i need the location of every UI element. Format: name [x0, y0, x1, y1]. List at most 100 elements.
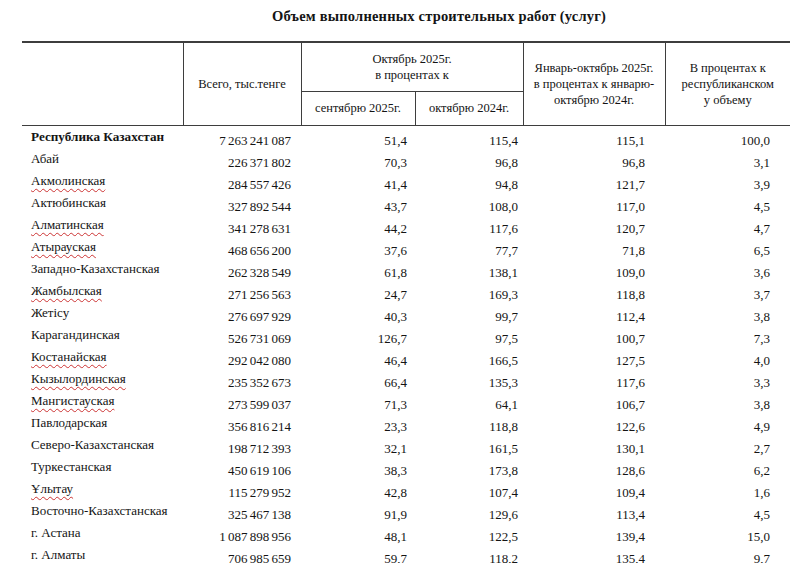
pct-jan-oct-cell: 120,7: [523, 214, 665, 236]
region-label: Кызылординская: [31, 371, 126, 386]
table-row: Жамбылская271 256 56324,7169,3118,83,7: [22, 280, 790, 302]
share-cell: 4,9: [665, 412, 790, 434]
pct-september-cell: 37,6: [301, 236, 415, 258]
pct-september-cell: 59,7: [301, 544, 415, 563]
construction-works-table: Всего, тыс.тенге Октябрь 2025г. в процен…: [22, 41, 790, 563]
total-cell: 276 697 929: [183, 302, 301, 324]
total-cell: 356 816 214: [183, 412, 301, 434]
table-row: Западно-Казахстанская262 328 54961,8138,…: [22, 258, 790, 280]
share-cell: 4,5: [665, 500, 790, 522]
region-cell: Жетісу: [22, 302, 183, 324]
share-cell: 3,3: [665, 368, 790, 390]
pct-october-cell: 77,7: [415, 236, 523, 258]
pct-september-cell: 48,1: [301, 522, 415, 544]
pct-october-cell: 166,5: [415, 346, 523, 368]
share-cell: 4,7: [665, 214, 790, 236]
share-cell: 3,9: [665, 170, 790, 192]
region-label: Западно-Казахстанская: [31, 261, 160, 276]
pct-jan-oct-cell: 115,1: [523, 125, 665, 148]
pct-jan-oct-cell: 130,1: [523, 434, 665, 456]
pct-october-cell: 107,4: [415, 478, 523, 500]
share-cell: 3,8: [665, 390, 790, 412]
pct-jan-oct-cell: 106,7: [523, 390, 665, 412]
pct-october-cell: 64,1: [415, 390, 523, 412]
table-row: Акмолинская284 557 42641,494,8121,73,9: [22, 170, 790, 192]
table-header: Всего, тыс.тенге Октябрь 2025г. в процен…: [22, 42, 790, 125]
pct-jan-oct-cell: 122,6: [523, 412, 665, 434]
pct-jan-oct-cell: 109,0: [523, 258, 665, 280]
total-cell: 1 087 898 956: [183, 522, 301, 544]
region-cell: Ұлытау: [22, 478, 183, 500]
pct-october-cell: 122,5: [415, 522, 523, 544]
share-cell: 3,6: [665, 258, 790, 280]
header-october-group: Октябрь 2025г. в процентах к: [301, 42, 523, 91]
region-label: Республика Казахстан: [31, 129, 164, 144]
pct-jan-oct-cell: 127,5: [523, 346, 665, 368]
pct-jan-oct-cell: 128,6: [523, 456, 665, 478]
region-label: Актюбинская: [31, 195, 106, 210]
region-label: Жетісу: [31, 305, 69, 320]
share-cell: 9,7: [665, 544, 790, 563]
pct-jan-oct-cell: 112,4: [523, 302, 665, 324]
header-jan-oct: Январь-октябрь 2025г. в процентах к янва…: [523, 42, 665, 125]
region-label: Ұлытау: [31, 481, 73, 496]
header-row-top: Всего, тыс.тенге Октябрь 2025г. в процен…: [22, 42, 790, 91]
table-row: Республика Казахстан7 263 241 08751,4115…: [22, 125, 790, 148]
share-cell: 100,0: [665, 125, 790, 148]
region-label: Акмолинская: [31, 173, 105, 188]
share-cell: 4,5: [665, 192, 790, 214]
total-cell: 7 263 241 087: [183, 125, 301, 148]
region-cell: Северо-Казахстанская: [22, 434, 183, 456]
header-share: В процентах к республиканском у объему: [665, 42, 790, 125]
pct-september-cell: 41,4: [301, 170, 415, 192]
total-cell: 284 557 426: [183, 170, 301, 192]
pct-october-cell: 129,6: [415, 500, 523, 522]
region-cell: Павлодарская: [22, 412, 183, 434]
pct-jan-oct-cell: 139,4: [523, 522, 665, 544]
region-cell: Атырауская: [22, 236, 183, 258]
region-label: Павлодарская: [31, 415, 107, 430]
share-cell: 1,6: [665, 478, 790, 500]
pct-october-cell: 138,1: [415, 258, 523, 280]
total-cell: 226 371 802: [183, 148, 301, 170]
pct-september-cell: 24,7: [301, 280, 415, 302]
header-total: Всего, тыс.тенге: [183, 42, 301, 125]
pct-september-cell: 43,7: [301, 192, 415, 214]
total-cell: 271 256 563: [183, 280, 301, 302]
region-cell: Восточно-Казахстанская: [22, 500, 183, 522]
region-cell: Карагандинская: [22, 324, 183, 346]
region-label: Туркестанская: [31, 459, 111, 474]
table-body: Республика Казахстан7 263 241 08751,4115…: [22, 125, 790, 563]
total-cell: 273 599 037: [183, 390, 301, 412]
total-cell: 262 328 549: [183, 258, 301, 280]
pct-september-cell: 23,3: [301, 412, 415, 434]
pct-october-cell: 99,7: [415, 302, 523, 324]
total-cell: 450 619 106: [183, 456, 301, 478]
region-label: Северо-Казахстанская: [31, 437, 154, 452]
pct-september-cell: 42,8: [301, 478, 415, 500]
pct-september-cell: 70,3: [301, 148, 415, 170]
region-cell: Туркестанская: [22, 456, 183, 478]
pct-september-cell: 66,4: [301, 368, 415, 390]
pct-jan-oct-cell: 113,4: [523, 500, 665, 522]
table-row: Восточно-Казахстанская325 467 13891,9129…: [22, 500, 790, 522]
share-cell: 15,0: [665, 522, 790, 544]
region-cell: Жамбылская: [22, 280, 183, 302]
region-cell: Мангистауская: [22, 390, 183, 412]
region-label: Карагандинская: [31, 327, 120, 342]
region-cell: Западно-Казахстанская: [22, 258, 183, 280]
pct-october-cell: 97,5: [415, 324, 523, 346]
pct-september-cell: 44,2: [301, 214, 415, 236]
table-row: Костанайская292 042 08046,4166,5127,54,0: [22, 346, 790, 368]
total-cell: 292 042 080: [183, 346, 301, 368]
total-cell: 235 352 673: [183, 368, 301, 390]
pct-jan-oct-cell: 96,8: [523, 148, 665, 170]
region-cell: Кызылординская: [22, 368, 183, 390]
table-row: г. Алматы706 985 65959,7118,2135,49,7: [22, 544, 790, 563]
region-label: г. Астана: [31, 525, 81, 540]
pct-jan-oct-cell: 135,4: [523, 544, 665, 563]
region-label: Костанайская: [31, 349, 107, 364]
region-label: Атырауская: [31, 239, 96, 254]
pct-jan-oct-cell: 100,7: [523, 324, 665, 346]
table-row: Актюбинская327 892 54443,7108,0117,04,5: [22, 192, 790, 214]
